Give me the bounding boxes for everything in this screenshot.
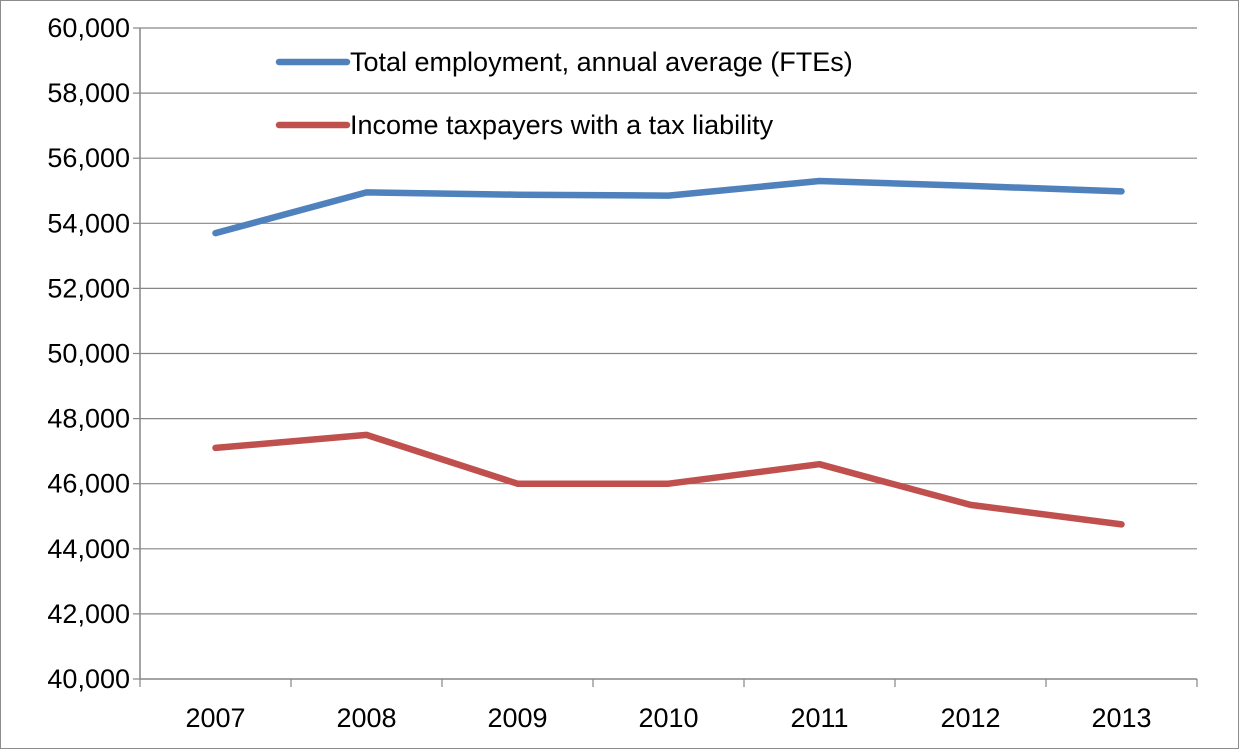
y-tick-label: 60,000 [47,13,130,43]
y-tick-label: 52,000 [47,273,130,303]
y-tick-label: 44,000 [47,534,130,564]
legend: Total employment, annual average (FTEs) I… [275,47,853,140]
y-tick-label: 50,000 [47,339,130,369]
y-tick-label: 56,000 [47,143,130,173]
y-tick-label: 42,000 [47,599,130,629]
y-tick-label: 58,000 [47,78,130,108]
x-tick-label: 2010 [638,703,698,733]
x-tick-label: 2008 [336,703,396,733]
x-tick-label: 2011 [790,703,848,733]
series-line-1 [212,177,1125,237]
y-tick-label: 46,000 [47,469,130,499]
y-tick-label: 48,000 [47,404,130,434]
y-axis-tick-labels: 40,000 42,000 44,000 46,000 48,000 50,000 52,0… [47,13,140,694]
series-line-2 [212,431,1125,528]
x-axis-tick-labels: 2007 2008 2009 2010 2011 2012 2013 [185,703,1151,733]
x-axis-ticks [139,679,1198,687]
legend-label: Total employment, annual average (FTEs) [350,47,853,77]
y-tick-label: 40,000 [47,664,130,694]
x-tick-label: 2007 [185,703,245,733]
x-tick-label: 2009 [487,703,547,733]
y-tick-label: 54,000 [47,208,130,238]
gridlines [140,27,1197,615]
x-tick-label: 2012 [940,703,1000,733]
series-lines [212,177,1125,528]
x-tick-label: 2013 [1091,703,1151,733]
legend-label: Income taxpayers with a tax liability [350,110,774,140]
